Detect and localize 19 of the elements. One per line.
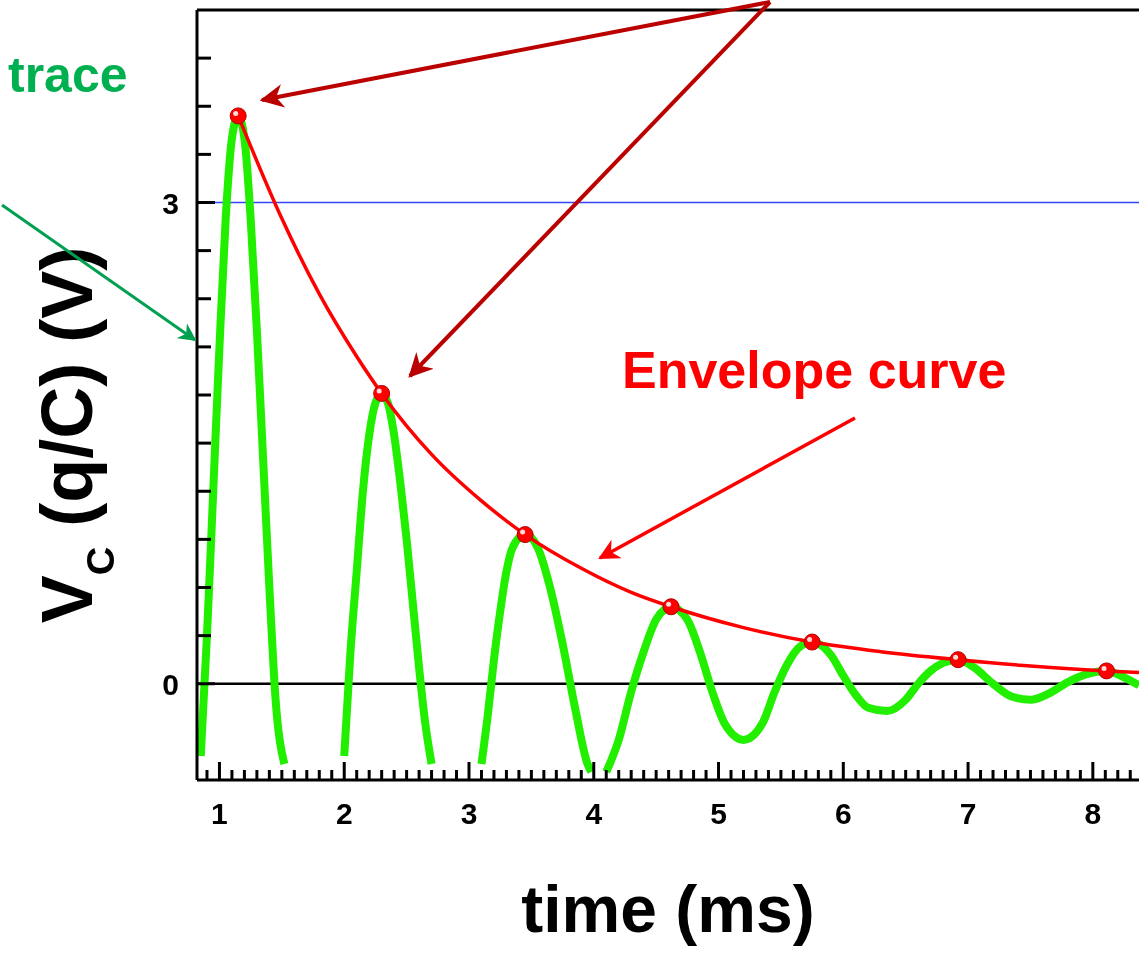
x-tick-label: 2: [335, 797, 353, 830]
text: trace: [8, 47, 128, 103]
point: [803, 633, 821, 651]
y-tick-label: 0: [162, 667, 179, 701]
x-axis-title: time (ms): [521, 872, 815, 946]
annotation: Envelope curve: [622, 341, 1007, 399]
point: [516, 526, 534, 544]
x-tick-label: 4: [585, 797, 603, 830]
point: [373, 384, 391, 402]
point: [949, 651, 967, 669]
x-tick-label: 3: [460, 797, 478, 830]
x-tick-label: 6: [834, 797, 852, 830]
x-tick-label: 1: [211, 797, 228, 830]
x-tick-label: 8: [1084, 797, 1102, 830]
point: [1098, 662, 1116, 680]
point: [229, 107, 247, 125]
point: [662, 598, 680, 616]
x-tick-label: 5: [710, 797, 727, 830]
x-tick-label: 7: [959, 797, 977, 830]
